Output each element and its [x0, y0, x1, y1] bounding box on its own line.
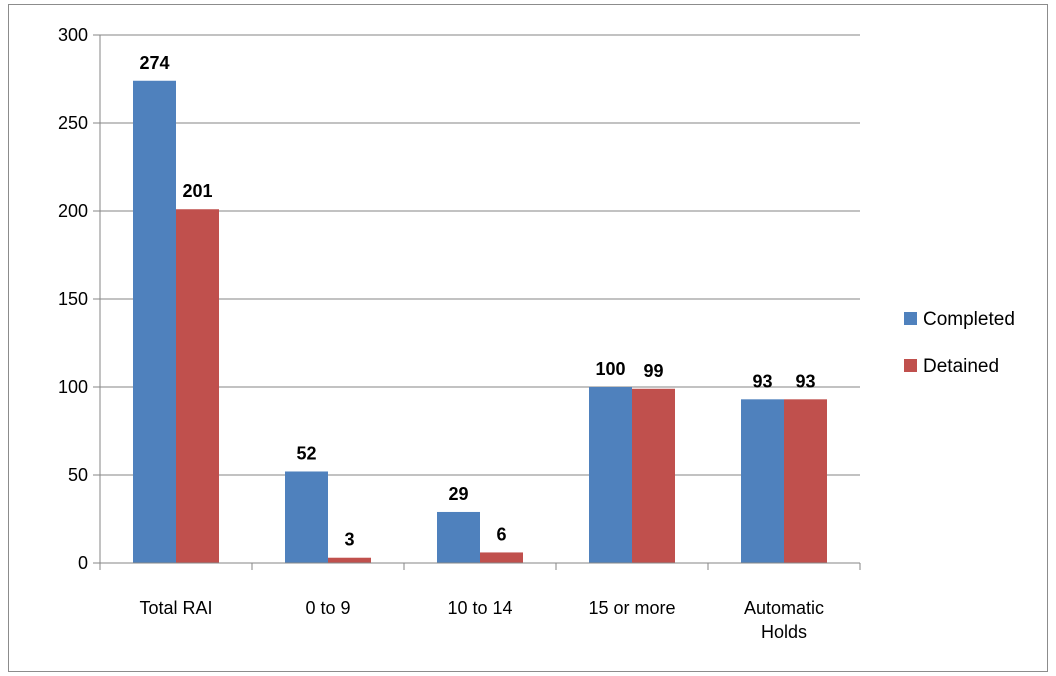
x-tick-label-10-to-14: 10 to 14 [447, 598, 512, 618]
bar-completed-automatic-holds [741, 399, 784, 563]
legend-label-detained: Detained [923, 356, 999, 377]
data-label-completed-automatic-holds: 93 [752, 371, 772, 391]
y-tick-label-300: 300 [58, 25, 88, 45]
bar-detained-15-or-more [632, 388, 675, 563]
bar-completed-0-to-9 [285, 471, 328, 563]
data-label-completed-total-rai: 274 [139, 53, 169, 73]
data-label-completed-10-to-14: 29 [448, 484, 468, 504]
data-label-detained-automatic-holds: 93 [795, 371, 815, 391]
bar-detained-10-to-14 [480, 552, 523, 563]
legend-swatch-completed [904, 312, 917, 325]
legend-label-completed: Completed [923, 309, 1015, 330]
legend: Completed Detained [904, 309, 1015, 377]
legend-swatch-detained [904, 359, 917, 372]
x-tick-label-total-rai: Total RAI [139, 598, 212, 618]
x-axis-tick-labels: Total RAI 0 to 9 10 to 14 15 or more Automat… [139, 598, 824, 642]
y-tick-label-100: 100 [58, 377, 88, 397]
chart-frame [8, 4, 1048, 672]
y-tick-label-150: 150 [58, 289, 88, 309]
x-tick-label-0-to-9: 0 to 9 [305, 598, 350, 618]
data-label-detained-total-rai: 201 [182, 181, 212, 201]
gridlines [100, 34, 860, 476]
x-tick-label-automatic-holds: Automatic Holds [744, 598, 824, 642]
bar-completed-10-to-14 [437, 511, 480, 563]
data-label-detained-15-or-more: 99 [643, 361, 663, 381]
bar-detained-automatic-holds [784, 399, 827, 563]
bar-detained-0-to-9 [328, 557, 371, 563]
bar-completed-total-rai [133, 80, 176, 563]
data-label-detained-10-to-14: 6 [496, 524, 506, 544]
data-labels: 274 201 52 3 29 6 100 99 93 93 [139, 53, 815, 550]
bar-detained-total-rai [176, 209, 219, 564]
bars [133, 80, 827, 564]
data-label-detained-0-to-9: 3 [344, 530, 354, 550]
data-label-completed-0-to-9: 52 [296, 443, 316, 463]
y-tick-label-0: 0 [78, 553, 88, 573]
y-tick-label-200: 200 [58, 201, 88, 221]
y-axis-tick-labels: 0 50 100 150 200 250 300 [58, 25, 88, 573]
axes [93, 34, 861, 570]
data-label-completed-15-or-more: 100 [595, 359, 625, 379]
y-tick-label-50: 50 [68, 465, 88, 485]
x-tick-label-15-or-more: 15 or more [588, 598, 675, 618]
bar-completed-15-or-more [589, 387, 632, 563]
y-tick-label-250: 250 [58, 113, 88, 133]
